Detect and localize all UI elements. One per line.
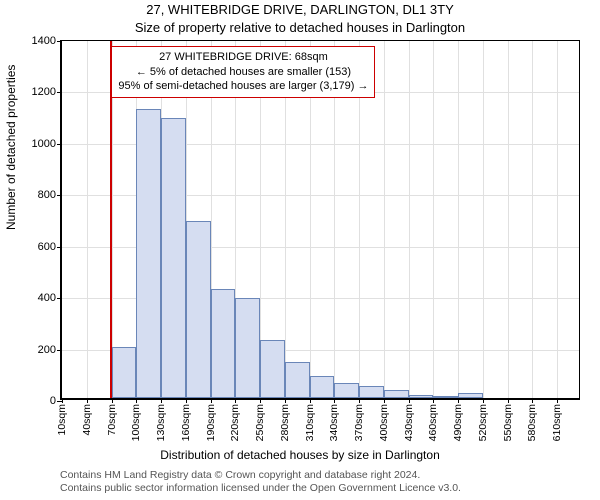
annotation-line3: 95% of semi-detached houses are larger (…: [118, 79, 368, 94]
gridline-v: [483, 41, 484, 398]
x-tick-mark: [112, 398, 113, 403]
histogram-bar: [384, 390, 409, 398]
y-tick-label: 800: [38, 189, 56, 201]
gridline-v: [87, 41, 88, 398]
x-tick-label: 340sqm: [328, 404, 340, 441]
attribution-line1: Contains HM Land Registry data © Crown c…: [60, 469, 461, 482]
y-tick-mark: [57, 195, 62, 196]
y-tick-label: 200: [38, 344, 56, 356]
histogram-bar: [433, 396, 458, 398]
x-tick-label: 160sqm: [180, 404, 192, 441]
x-tick-label: 220sqm: [229, 404, 241, 441]
x-tick-mark: [186, 398, 187, 403]
x-axis-label: Distribution of detached houses by size …: [0, 448, 600, 462]
x-tick-mark: [260, 398, 261, 403]
x-tick-label: 400sqm: [378, 404, 390, 441]
gridline-v: [532, 41, 533, 398]
gridline-v: [557, 41, 558, 398]
x-tick-label: 430sqm: [403, 404, 415, 441]
y-tick-label: 1000: [32, 138, 56, 150]
attribution-line2: Contains public sector information licen…: [60, 482, 461, 495]
x-tick-label: 460sqm: [427, 404, 439, 441]
histogram-bar: [409, 395, 434, 398]
gridline-v: [384, 41, 385, 398]
x-tick-label: 190sqm: [205, 404, 217, 441]
histogram-bar: [334, 383, 359, 398]
x-tick-mark: [310, 398, 311, 403]
x-tick-label: 520sqm: [477, 404, 489, 441]
y-axis-label: Number of detached properties: [4, 65, 18, 230]
annotation-line1: 27 WHITEBRIDGE DRIVE: 68sqm: [118, 50, 368, 65]
x-tick-label: 310sqm: [304, 404, 316, 441]
x-tick-label: 280sqm: [279, 404, 291, 441]
x-tick-mark: [384, 398, 385, 403]
x-tick-mark: [532, 398, 533, 403]
histogram-bar: [112, 347, 137, 398]
histogram-bar: [458, 393, 483, 398]
x-tick-mark: [359, 398, 360, 403]
x-tick-label: 40sqm: [81, 404, 93, 436]
x-tick-mark: [433, 398, 434, 403]
x-tick-mark: [409, 398, 410, 403]
attribution-text: Contains HM Land Registry data © Crown c…: [60, 469, 461, 495]
y-tick-mark: [57, 144, 62, 145]
x-tick-label: 100sqm: [130, 404, 142, 441]
x-tick-mark: [334, 398, 335, 403]
x-tick-mark: [483, 398, 484, 403]
x-tick-label: 490sqm: [452, 404, 464, 441]
gridline-v: [508, 41, 509, 398]
x-tick-label: 250sqm: [254, 404, 266, 441]
histogram-bar: [136, 109, 161, 398]
y-tick-mark: [57, 41, 62, 42]
x-tick-mark: [136, 398, 137, 403]
page-root: 27, WHITEBRIDGE DRIVE, DARLINGTON, DL1 3…: [0, 0, 600, 500]
histogram-bar: [235, 298, 260, 398]
histogram-bar: [161, 118, 186, 398]
y-tick-mark: [57, 298, 62, 299]
histogram-bar: [186, 221, 211, 398]
y-tick-mark: [57, 350, 62, 351]
y-tick-label: 1400: [32, 35, 56, 47]
histogram-bar: [211, 289, 236, 398]
x-tick-mark: [161, 398, 162, 403]
x-tick-mark: [235, 398, 236, 403]
gridline-v: [433, 41, 434, 398]
x-tick-label: 130sqm: [155, 404, 167, 441]
chart-plot-area: 020040060080010001200140010sqm40sqm70sqm…: [60, 40, 580, 400]
annotation-box: 27 WHITEBRIDGE DRIVE: 68sqm ← 5% of deta…: [111, 46, 375, 99]
histogram-bar: [310, 376, 335, 398]
histogram-bar: [359, 386, 384, 398]
gridline-v: [409, 41, 410, 398]
page-subtitle: Size of property relative to detached ho…: [0, 20, 600, 35]
x-tick-label: 580sqm: [526, 404, 538, 441]
x-tick-label: 10sqm: [56, 404, 68, 436]
x-tick-mark: [458, 398, 459, 403]
x-tick-mark: [211, 398, 212, 403]
x-tick-mark: [62, 398, 63, 403]
y-tick-mark: [57, 92, 62, 93]
y-tick-label: 1200: [32, 86, 56, 98]
x-tick-mark: [557, 398, 558, 403]
page-title: 27, WHITEBRIDGE DRIVE, DARLINGTON, DL1 3…: [0, 2, 600, 17]
x-tick-label: 550sqm: [502, 404, 514, 441]
gridline-v: [458, 41, 459, 398]
histogram-bar: [285, 362, 310, 398]
y-tick-label: 400: [38, 292, 56, 304]
x-tick-mark: [285, 398, 286, 403]
x-tick-label: 70sqm: [106, 404, 118, 436]
x-tick-mark: [508, 398, 509, 403]
y-tick-mark: [57, 247, 62, 248]
x-tick-label: 370sqm: [353, 404, 365, 441]
x-tick-mark: [87, 398, 88, 403]
x-tick-label: 610sqm: [551, 404, 563, 441]
y-tick-label: 600: [38, 241, 56, 253]
histogram-bar: [260, 340, 285, 398]
annotation-line2: ← 5% of detached houses are smaller (153…: [118, 65, 368, 80]
